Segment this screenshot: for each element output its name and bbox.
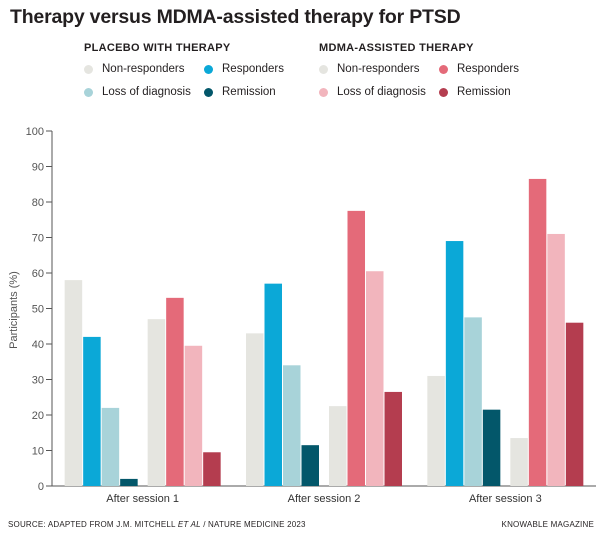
bar-placebo-loss-of-diagnosis [283,365,301,486]
legend-swatch [319,64,328,74]
y-tick-label: 90 [32,162,44,174]
bar-mdma-remission [203,452,221,486]
bar-placebo-remission [120,478,138,486]
legend-item-placebo-loss-of-diagnosis: Loss of diagnosis [84,86,191,98]
legend-label: Remission [457,86,511,98]
bar-placebo-responders [264,283,282,486]
bar-mdma-loss-of-diagnosis [184,345,203,486]
source-suffix: / NATURE MEDICINE 2023 [200,520,306,529]
source-prefix: SOURCE: ADAPTED FROM J.M. MITCHELL [8,520,178,529]
legend-swatch [204,87,213,97]
legend-label: Responders [457,63,520,75]
legend-group-mdma-title: MDMA-ASSISTED THERAPY [319,42,474,54]
y-tick-label: 30 [32,375,44,387]
y-tick-label: 70 [32,233,44,245]
legend-item-placebo-non-responders: Non-responders [84,63,184,75]
bar-placebo-loss-of-diagnosis [101,407,120,486]
bar-mdma-responders [166,297,184,486]
legend-item-placebo-remission: Remission [204,86,276,98]
y-tick-label: 10 [32,446,44,458]
bar-mdma-loss-of-diagnosis [547,233,565,486]
bar-mdma-non-responders [329,406,347,486]
bar-placebo-remission [301,445,319,486]
x-tick-label: After session 3 [469,493,542,505]
legend-label: Responders [222,63,285,75]
credit: KNOWABLE MAGAZINE [501,520,594,529]
legend-swatch [319,87,328,97]
source-note: SOURCE: ADAPTED FROM J.M. MITCHELL ET AL… [8,520,306,529]
legend-label: Loss of diagnosis [337,86,426,98]
bar-placebo-loss-of-diagnosis [464,317,482,486]
legend-swatch [439,64,448,74]
legend-group-placebo-title: PLACEBO WITH THERAPY [84,42,231,54]
y-tick-label: 40 [32,339,44,351]
bar-mdma-remission [384,391,402,486]
legend-label: Non-responders [102,63,185,75]
legend-swatch [439,87,448,97]
y-tick-label: 60 [32,268,44,280]
bar-mdma-non-responders [510,438,528,486]
bar-placebo-non-responders [64,280,83,486]
bar-placebo-non-responders [246,333,264,486]
bar-mdma-responders [347,210,365,486]
legend-item-mdma-remission: Remission [439,86,511,98]
y-tick-label: 100 [26,126,44,138]
legend-swatch [204,64,213,74]
bar-mdma-loss-of-diagnosis [366,271,384,486]
legend-item-placebo-responders: Responders [204,63,284,75]
y-axis-label: Participants (%) [8,271,20,349]
bar-placebo-responders [445,241,464,486]
chart-title: Therapy versus MDMA-assisted therapy for… [10,6,461,28]
legend-label: Loss of diagnosis [102,86,191,98]
bar-mdma-responders [528,178,547,487]
legend-label: Non-responders [337,63,420,75]
legend-item-mdma-responders: Responders [439,63,519,75]
legend-label: Remission [222,86,276,98]
legend-item-mdma-loss-of-diagnosis: Loss of diagnosis [319,86,426,98]
bar-mdma-remission [565,322,584,486]
bar-placebo-remission [482,409,501,486]
x-tick-label: After session 1 [106,493,179,505]
y-tick-label: 50 [32,304,44,316]
y-tick-label: 0 [38,481,44,493]
source-italic: ET AL [177,520,201,529]
legend-item-mdma-non-responders: Non-responders [319,63,419,75]
bar-placebo-non-responders [427,375,445,486]
bar-mdma-non-responders [147,319,166,486]
y-tick-label: 80 [32,197,44,209]
bar-placebo-responders [83,336,101,486]
legend-swatch [84,64,93,74]
x-tick-label: After session 2 [288,493,361,505]
legend-swatch [84,87,93,97]
y-tick-label: 20 [32,410,44,422]
